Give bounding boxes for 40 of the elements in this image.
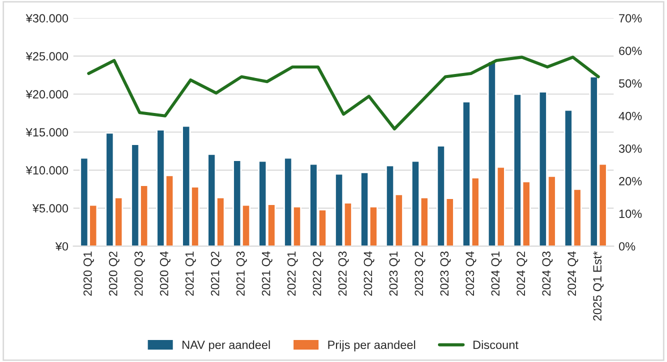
y-tick-label: ¥20.000: [26, 90, 68, 99]
y-tick-label: ¥5.000: [32, 204, 68, 213]
y2-tick-label: 0%: [618, 242, 636, 251]
y-tick-label: ¥0: [55, 242, 68, 251]
y2-tick-label: 40%: [618, 112, 642, 120]
y2-tick-label: 20%: [619, 177, 642, 186]
y2-tick-label: 70%: [619, 14, 642, 22]
x-tick-label: 2021 Q3: [236, 252, 247, 296]
line-series: [87, 56, 600, 130]
x-tick-label: 2021 Q2: [210, 252, 222, 296]
legend-label: Discount: [474, 340, 518, 350]
y2-tick-label: 30%: [618, 144, 642, 153]
x-tick-label: 2024 Q4: [568, 251, 578, 296]
y-tick-label: ¥15.000: [26, 128, 68, 137]
x-tick-label: 2024 Q3: [542, 252, 553, 296]
y-tick-label: ¥30.000: [26, 14, 68, 22]
x-tick-label: 2021 Q1: [185, 252, 196, 296]
x-tick-label: 2025 Q1 Est*: [593, 251, 604, 321]
legend-label: NAV per aandeel: [182, 340, 270, 352]
y-tick-label: ¥25.000: [26, 52, 68, 61]
x-tick-label: 2022 Q3: [338, 252, 349, 296]
x-tick-label: 2020 Q4: [160, 251, 170, 296]
x-tick-label: 2023 Q2: [414, 252, 426, 296]
x-tick-label: 2024 Q2: [516, 252, 528, 296]
x-tick-label: 2020 Q1: [83, 252, 94, 296]
x-tick-label: 2021 Q4: [262, 251, 272, 296]
y2-tick-label: 10%: [619, 210, 642, 218]
x-tick-label: 2024 Q1: [491, 252, 502, 296]
x-tick-label: 2020 Q3: [134, 252, 145, 296]
y2-tick-label: 50%: [618, 79, 642, 88]
x-tick-label: 2023 Q3: [440, 252, 451, 296]
x-tick-label: 2020 Q2: [108, 252, 120, 296]
x-tick-label: 2022 Q2: [312, 252, 324, 296]
x-tick-label: 2023 Q1: [389, 252, 400, 296]
y2-tick-label: 60%: [619, 46, 642, 56]
y-tick-label: ¥10.000: [26, 166, 68, 175]
x-tick-label: 2022 Q4: [364, 251, 374, 296]
x-tick-label: 2023 Q4: [466, 251, 476, 296]
legend-label: Prijs per aandeel: [328, 340, 416, 352]
x-tick-label: 2022 Q1: [287, 252, 298, 296]
